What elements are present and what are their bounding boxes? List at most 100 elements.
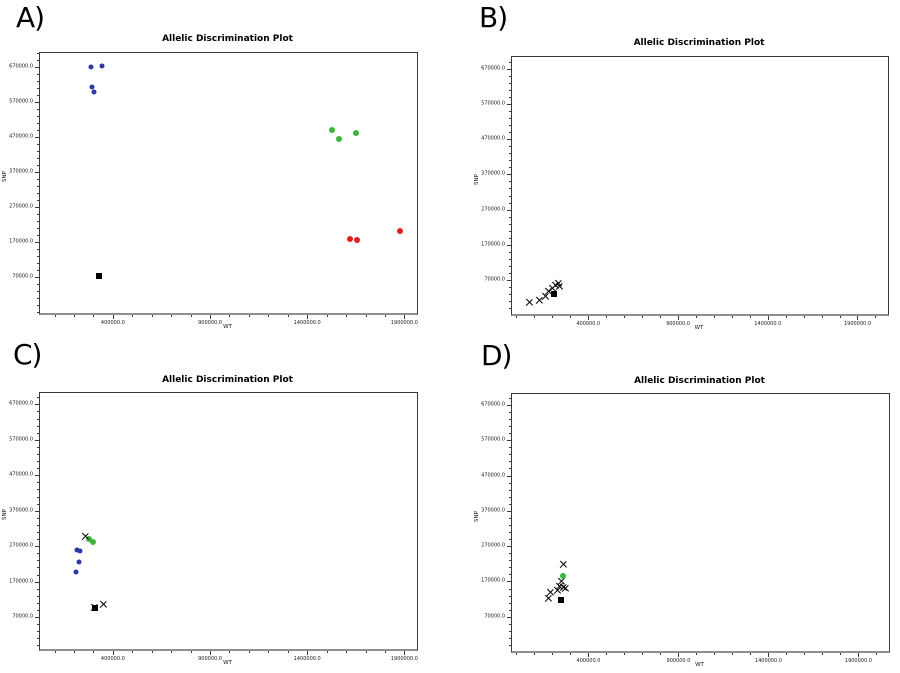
y-minor-tick [509, 419, 511, 421]
plot-area: 400000.0 900000.0 1400000.0 1900000.0 670000… [481, 393, 890, 664]
x-axis-label: WT [694, 325, 704, 331]
x-tick [210, 315, 212, 319]
green-circle-series-marker [89, 538, 96, 545]
blue-circle-series-marker [77, 548, 83, 554]
blue-circle-series-marker [76, 559, 82, 565]
y-minor-tick [37, 87, 39, 89]
y-minor-tick [509, 397, 511, 399]
x-tick [768, 653, 770, 657]
y-tick-label: 70000.0 [484, 613, 505, 620]
black-square-series-marker [96, 272, 103, 279]
y-minor-tick [37, 80, 39, 82]
x-minor-tick [750, 653, 752, 655]
y-minor-tick [37, 290, 39, 292]
y-minor-tick [509, 160, 511, 162]
red-circle-series-marker [396, 228, 403, 235]
y-tick [507, 404, 511, 406]
y-minor-tick [509, 167, 511, 169]
y-minor-tick [37, 482, 39, 484]
x-minor-tick [660, 316, 662, 318]
x-minor-tick [785, 316, 787, 318]
plot-title: Allelic Discrimination Plot [162, 375, 293, 385]
x-minor-tick [642, 653, 644, 655]
y-minor-tick [509, 553, 511, 555]
x-minor-tick [749, 316, 751, 318]
y-minor-tick [37, 269, 39, 271]
y-minor-tick [37, 199, 39, 201]
plot-area: 400000.0 900000.0 1400000.0 1900000.0 670000… [481, 56, 889, 327]
y-tick [35, 546, 39, 548]
y-minor-tick [509, 412, 511, 413]
y-minor-tick [509, 117, 511, 119]
x-minor-tick [132, 651, 134, 653]
y-tick-label: 470000.0 [481, 472, 505, 479]
x-minor-tick [151, 315, 153, 317]
x-tick [307, 651, 309, 655]
y-minor-tick [509, 110, 511, 112]
x-minor-tick [365, 651, 367, 653]
x-minor-tick [171, 651, 173, 653]
x-minor-tick [346, 315, 348, 317]
y-tick [507, 244, 511, 246]
y-tick [35, 404, 39, 406]
black-x-series-marker [545, 595, 552, 602]
y-minor-tick [509, 454, 511, 456]
y-minor-tick [37, 638, 39, 640]
y-tick-label: 470000.0 [481, 135, 505, 142]
y-tick [35, 276, 39, 278]
x-tick [858, 653, 860, 657]
y-minor-tick [37, 192, 39, 194]
y-minor-tick [37, 503, 39, 505]
x-minor-tick [821, 316, 823, 318]
x-tick-label: 400000.0 [576, 658, 601, 664]
y-tick-label: 670000.0 [481, 401, 505, 408]
y-minor-tick [509, 61, 511, 63]
y-minor-tick [509, 602, 511, 604]
y-minor-tick [37, 59, 39, 61]
x-tick [588, 316, 590, 320]
y-tick-label: 470000.0 [9, 133, 33, 140]
black-x-series-marker [82, 533, 89, 540]
x-minor-tick [326, 315, 328, 317]
y-tick-label: 270000.0 [9, 203, 33, 210]
x-minor-tick [696, 653, 698, 655]
y-tick-label: 370000.0 [481, 507, 505, 514]
y-tick [507, 139, 511, 141]
y-tick-label: 470000.0 [9, 471, 33, 478]
x-tick-label: 1900000.0 [390, 320, 418, 326]
y-tick [507, 174, 511, 176]
y-tick-label: 670000.0 [9, 63, 33, 70]
y-minor-tick [509, 266, 511, 268]
x-minor-tick [840, 653, 842, 655]
y-tick [507, 68, 511, 70]
y-minor-tick [37, 129, 39, 131]
black-x-series-marker [556, 283, 563, 290]
green-circle-series-marker [352, 130, 359, 137]
y-tick [35, 617, 39, 619]
y-minor-tick [509, 517, 511, 519]
y-minor-tick [509, 294, 511, 296]
panel-a: A) Allelic Discrimination Plot 400000.0 9… [0, 0, 450, 335]
y-minor-tick [37, 227, 39, 229]
y-minor-tick [509, 89, 511, 91]
x-tick [678, 316, 679, 320]
x-minor-tick [190, 651, 192, 653]
y-minor-tick [37, 122, 39, 124]
y-minor-tick [37, 453, 39, 455]
y-tick [35, 66, 39, 68]
y-minor-tick [37, 531, 39, 533]
x-minor-tick [229, 315, 231, 317]
x-minor-tick [171, 315, 173, 317]
y-minor-tick [37, 283, 39, 285]
x-tick [767, 316, 769, 320]
y-minor-tick [37, 560, 39, 562]
y-tick [35, 136, 39, 138]
y-minor-tick [37, 157, 39, 159]
y-minor-tick [37, 496, 39, 498]
y-tick-label: 570000.0 [9, 98, 33, 105]
x-minor-tick [516, 653, 518, 655]
y-minor-tick [509, 82, 511, 84]
panel-letter-a: A) [16, 1, 45, 34]
x-axis-label: WT [223, 660, 232, 666]
y-minor-tick [509, 125, 511, 127]
